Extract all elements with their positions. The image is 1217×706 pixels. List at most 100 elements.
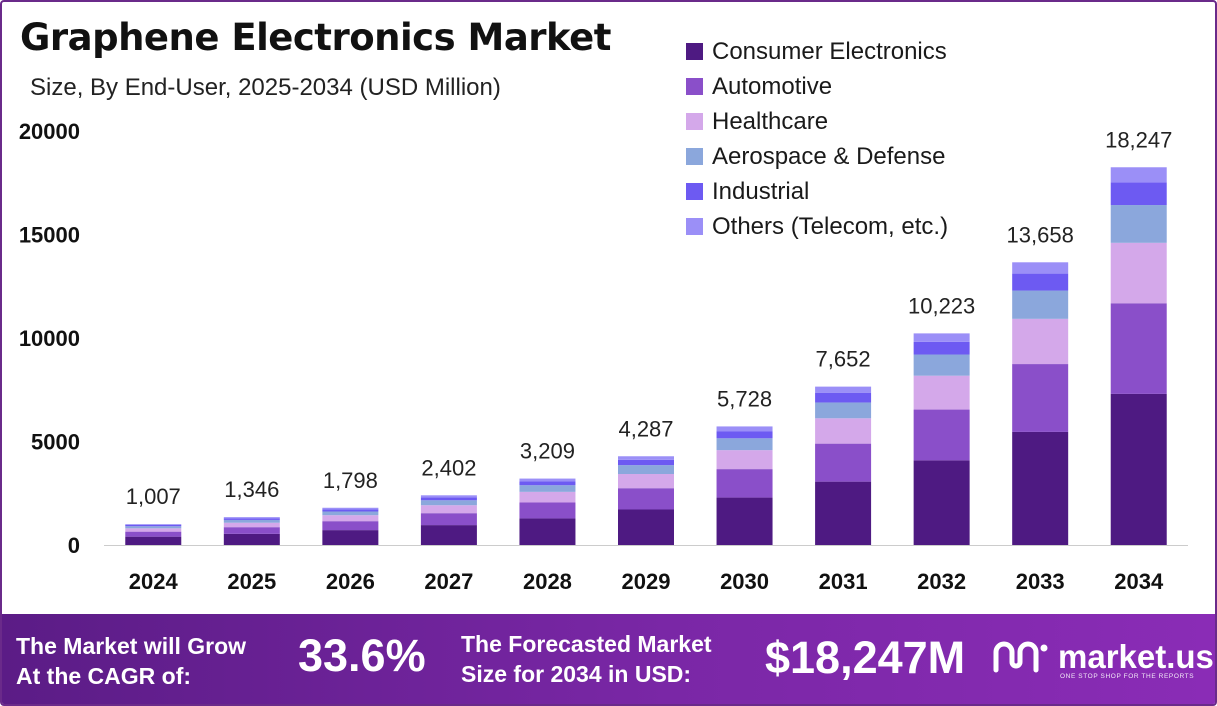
- x-tick-label: 2025: [227, 569, 276, 594]
- y-tick-label: 20000: [19, 119, 80, 144]
- bar-segment: [519, 502, 576, 519]
- bar-total-label: 3,209: [520, 439, 575, 464]
- x-tick-label: 2033: [1016, 569, 1065, 594]
- bar-segment: [716, 431, 773, 439]
- logo-text: market.us: [1058, 638, 1214, 675]
- bar-segment: [815, 386, 872, 393]
- legend-item: Industrial: [686, 174, 948, 209]
- bar-segment: [125, 524, 182, 525]
- bar-segment: [223, 517, 280, 519]
- bar-segment: [125, 536, 182, 545]
- x-tick-label: 2030: [720, 569, 769, 594]
- x-tick-label: 2029: [622, 569, 671, 594]
- bar-total-label: 1,346: [224, 477, 279, 502]
- legend-swatch: [686, 218, 703, 235]
- legend-swatch: [686, 78, 703, 95]
- bar-segment: [1012, 273, 1069, 291]
- bar-segment: [618, 456, 674, 460]
- bar-segment: [519, 485, 576, 492]
- x-tick-label: 2034: [1114, 569, 1164, 594]
- bar-segment: [618, 473, 674, 489]
- bar-segment: [1110, 182, 1167, 206]
- legend-label: Automotive: [712, 72, 833, 100]
- legend-swatch: [686, 148, 703, 165]
- bar-segment: [1110, 205, 1167, 243]
- bar-segment: [1012, 431, 1069, 545]
- bar-segment: [322, 521, 379, 531]
- bar-segment: [223, 518, 280, 520]
- bar-segment: [223, 519, 280, 523]
- y-tick-label: 5000: [31, 430, 80, 455]
- bar-segment: [716, 426, 773, 432]
- bar-segment: [519, 478, 576, 482]
- bar-segment: [815, 443, 872, 482]
- bar-segment: [125, 528, 182, 532]
- legend-label: Industrial: [712, 177, 810, 205]
- bar-segment: [1110, 242, 1167, 304]
- legend-label: Consumer Electronics: [712, 37, 947, 65]
- bar-segment: [1012, 290, 1069, 319]
- bar-total-label: 7,652: [816, 347, 871, 372]
- bar-segment: [618, 459, 674, 466]
- bar-segment: [322, 515, 379, 522]
- bar-total-label: 10,223: [908, 293, 975, 318]
- forecast-label: The Forecasted Market Size for 2034 in U…: [461, 629, 712, 689]
- bar-segment: [519, 491, 576, 503]
- legend-item: Others (Telecom, etc.): [686, 209, 948, 244]
- bar-total-label: 18,247: [1105, 127, 1172, 152]
- bar-segment: [913, 460, 970, 545]
- bar-segment: [716, 438, 773, 451]
- y-tick-label: 10000: [19, 326, 80, 351]
- bar-segment: [420, 495, 477, 498]
- y-tick-label: 15000: [19, 223, 80, 248]
- bar-segment: [618, 509, 674, 545]
- legend-item: Aerospace & Defense: [686, 139, 948, 174]
- legend-swatch: [686, 43, 703, 60]
- bar-segment: [913, 409, 970, 461]
- bar-segment: [519, 518, 576, 545]
- bar-segment: [1110, 303, 1167, 394]
- x-tick-label: 2031: [819, 569, 868, 594]
- legend-swatch: [686, 113, 703, 130]
- bar-segment: [125, 526, 182, 529]
- bar-segment: [322, 509, 379, 512]
- y-tick-label: 0: [68, 533, 80, 558]
- bar-segment: [420, 513, 477, 526]
- cagr-label-line2: At the CAGR of:: [16, 663, 192, 689]
- bar-segment: [223, 527, 280, 534]
- bar-segment: [322, 511, 379, 516]
- bar-total-label: 13,658: [1007, 222, 1074, 247]
- bar-segment: [420, 525, 477, 545]
- bar-segment: [815, 418, 872, 444]
- legend-label: Healthcare: [712, 107, 829, 135]
- bar-segment: [420, 497, 477, 501]
- legend-label: Aerospace & Defense: [712, 142, 946, 170]
- x-tick-label: 2027: [424, 569, 473, 594]
- bar-segment: [1110, 167, 1167, 183]
- bar-segment: [125, 531, 182, 537]
- bar-segment: [1012, 318, 1069, 365]
- bar-segment: [223, 522, 280, 528]
- bar-segment: [420, 500, 477, 506]
- x-tick-label: 2028: [523, 569, 572, 594]
- cagr-label-line1: The Market will Grow: [16, 633, 247, 659]
- bar-segment: [1110, 393, 1167, 545]
- chart-subtitle: Size, By End-User, 2025-2034 (USD Millio…: [30, 74, 501, 101]
- bar-segment: [913, 354, 970, 376]
- bar-segment: [618, 465, 674, 474]
- legend-item: Automotive: [686, 69, 948, 104]
- bar-segment: [815, 392, 872, 403]
- bar-segment: [125, 524, 182, 527]
- chart-title: Graphene Electronics Market: [20, 16, 611, 59]
- market-us-logo: market.us: [992, 640, 1214, 674]
- chart-legend: Consumer Electronics Automotive Healthcare…: [686, 34, 948, 244]
- bar-segment: [716, 450, 773, 470]
- bar-segment: [1012, 262, 1069, 274]
- bar-segment: [913, 341, 970, 355]
- bar-segment: [716, 469, 773, 498]
- footer-banner: The Market will Grow At the CAGR of: 33.…: [2, 614, 1215, 704]
- bar-total-label: 4,287: [618, 416, 673, 441]
- bar-total-label: 1,798: [323, 468, 378, 493]
- x-tick-label: 2026: [326, 569, 375, 594]
- x-tick-label: 2024: [129, 569, 179, 594]
